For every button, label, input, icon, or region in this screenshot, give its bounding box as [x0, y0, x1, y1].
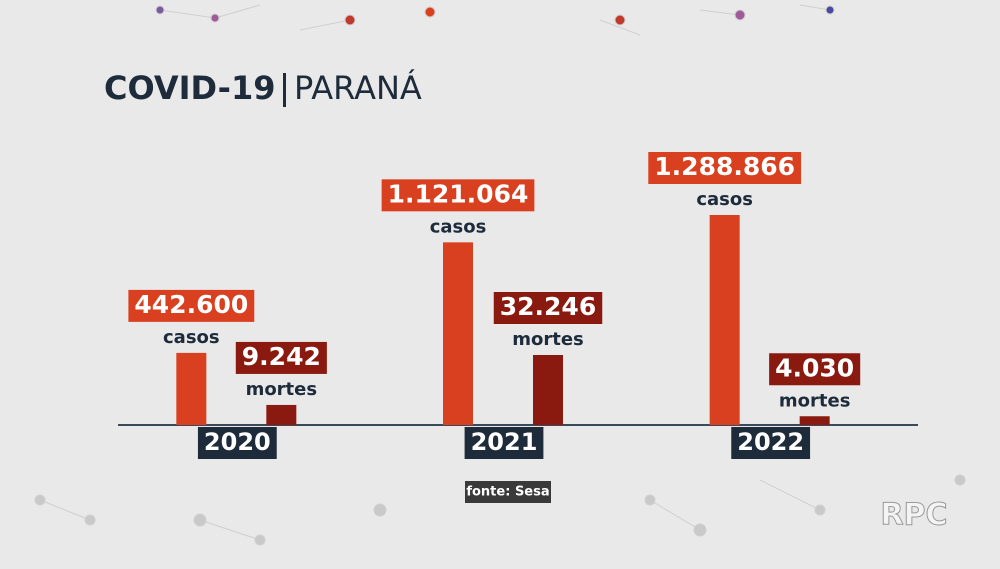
value-label: 4.030 [775, 353, 854, 382]
value-label: 32.246 [500, 292, 596, 321]
value-label-box [197, 427, 277, 459]
series-name: mortes [246, 379, 318, 400]
bar [176, 352, 207, 425]
x-tick-label: 2022 [737, 428, 804, 456]
chart-title: COVID-19 [104, 69, 275, 107]
value-label-box [493, 292, 603, 324]
series-name: casos [430, 216, 487, 237]
bar [533, 355, 563, 425]
decoration [34, 4, 966, 546]
value-label-box [769, 353, 861, 386]
logo: RPC [880, 498, 947, 533]
bar [799, 416, 830, 425]
value-label-box [464, 427, 544, 459]
series-name: mortes [512, 329, 584, 350]
value-label-box [235, 341, 327, 374]
x-tick-label: 2021 [471, 428, 538, 456]
value-label: 1.288.866 [654, 152, 795, 181]
value-label-box [128, 289, 255, 322]
value-label: 9.242 [242, 342, 321, 371]
value-label-box [381, 179, 535, 212]
chart-subtitle: PARANÁ [294, 69, 422, 107]
source-box [465, 481, 551, 503]
x-tick-label: 2020 [204, 428, 271, 456]
source: fonte: Sesa [466, 485, 549, 500]
series-name: mortes [779, 390, 851, 411]
series-name: casos [163, 327, 220, 348]
value-label: 1.121.064 [388, 179, 529, 208]
bar [443, 242, 473, 425]
bar [266, 404, 297, 425]
series-name: casos [696, 189, 753, 210]
bar [709, 215, 740, 425]
value-label: 442.600 [134, 290, 248, 319]
value-label-box [731, 427, 811, 459]
title-divider [283, 73, 286, 107]
value-label-box [648, 152, 802, 184]
